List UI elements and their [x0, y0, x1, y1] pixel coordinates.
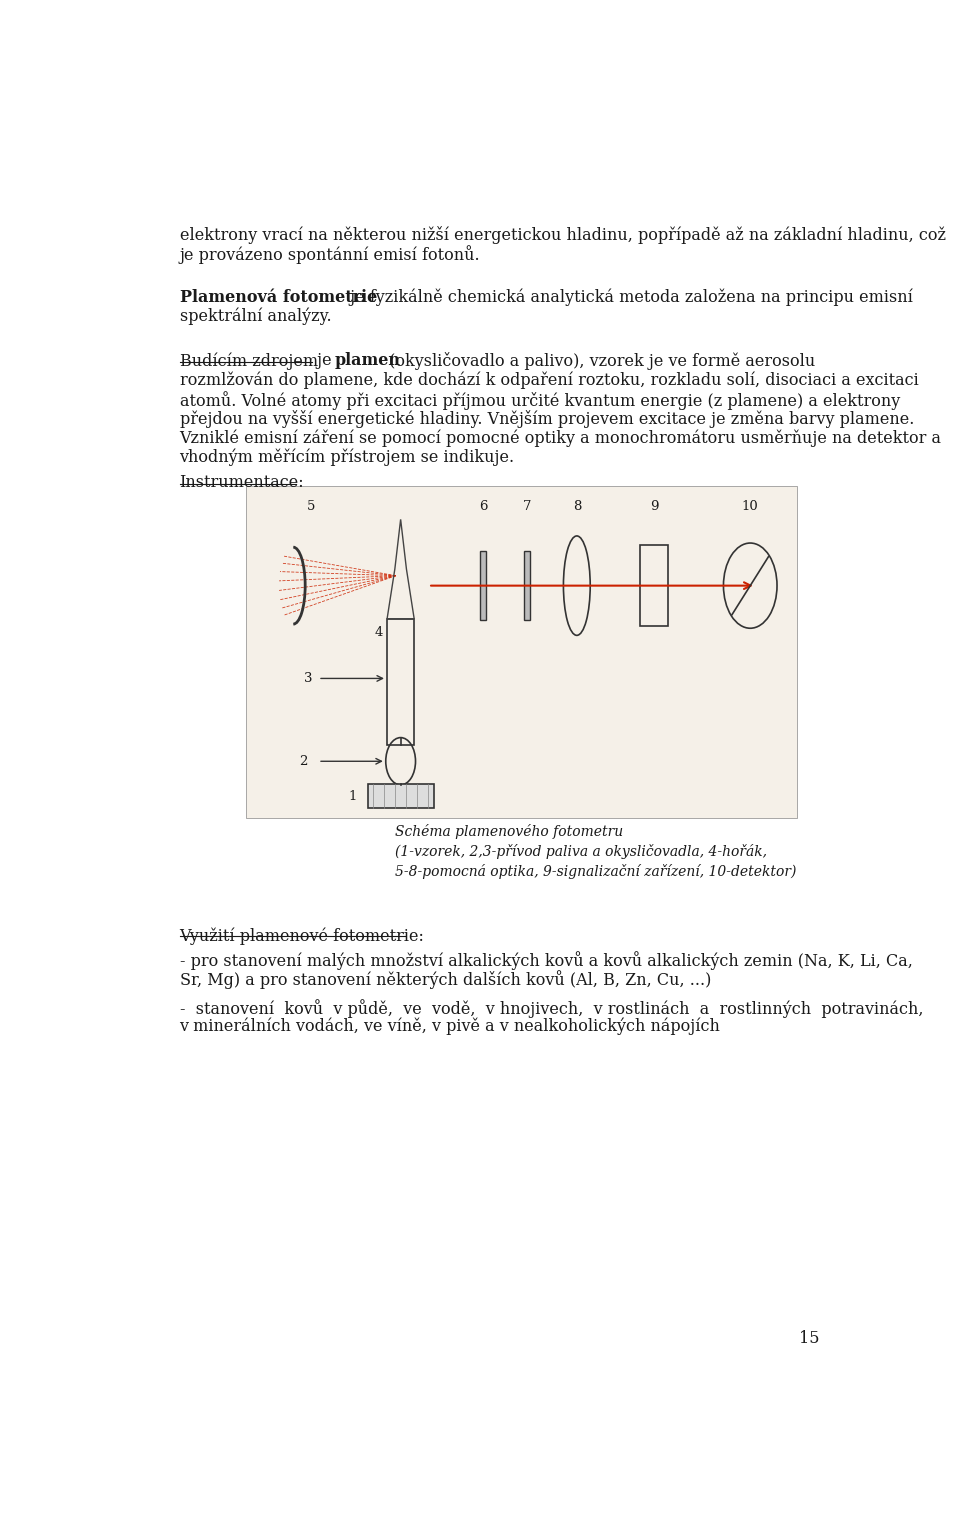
Text: spektrální analýzy.: spektrální analýzy.: [180, 307, 331, 324]
Text: rozmlžován do plamene, kde dochází k odpaření roztoku, rozkladu solí, disociaci : rozmlžován do plamene, kde dochází k odp…: [180, 372, 919, 389]
FancyBboxPatch shape: [247, 486, 797, 818]
Text: elektrony vrací na některou nižší energetickou hladinu, popřípadě až na základní: elektrony vrací na některou nižší energe…: [180, 226, 946, 244]
Bar: [387, 619, 415, 745]
Text: (okysličovadlo a palivo), vzorek je ve formě aerosolu: (okysličovadlo a palivo), vzorek je ve f…: [384, 352, 815, 370]
Text: (1-vzorek, 2,3-přívod paliva a okysličovadla, 4-hořák,: (1-vzorek, 2,3-přívod paliva a okysličov…: [396, 844, 767, 859]
Text: 1: 1: [348, 790, 356, 802]
Text: Sr, Mg) a pro stanovení některých dalších kovů (Al, B, Zn, Cu, ...): Sr, Mg) a pro stanovení některých dalšíc…: [180, 970, 711, 990]
Bar: [368, 784, 434, 807]
Text: přejdou na vyšší energetické hladiny. Vnějším projevem excitace je změna barvy p: přejdou na vyšší energetické hladiny. Vn…: [180, 410, 914, 429]
Text: 7: 7: [523, 500, 532, 513]
Text: 2: 2: [299, 755, 307, 768]
Text: 9: 9: [650, 500, 659, 513]
Text: vhodným měřícím přístrojem se indikuje.: vhodným měřícím přístrojem se indikuje.: [180, 449, 515, 466]
Text: 15: 15: [799, 1330, 820, 1346]
Text: Schéma plamenového fotometru: Schéma plamenového fotometru: [396, 824, 623, 839]
Text: Vzniklé emisní záření se pomocí pomocné optiky a monochromátoru usměrňuje na det: Vzniklé emisní záření se pomocí pomocné …: [180, 429, 942, 447]
Text: Budícím zdrojem: Budícím zdrojem: [180, 352, 318, 370]
Text: je provázeno spontánní emisí fotonů.: je provázeno spontánní emisí fotonů.: [180, 244, 480, 264]
Text: Instrumentace:: Instrumentace:: [180, 475, 304, 492]
Bar: [639, 546, 668, 626]
Text: 10: 10: [742, 500, 758, 513]
Bar: [480, 552, 486, 619]
Text: -  stanovení  kovů  v půdě,  ve  vodě,  v hnojivech,  v rostlinách  a  rostlinný: - stanovení kovů v půdě, ve vodě, v hnoj…: [180, 999, 923, 1017]
Text: je: je: [312, 352, 337, 369]
Text: 4: 4: [374, 626, 383, 638]
Text: je fyzikálně chemická analytická metoda založena na principu emisní: je fyzikálně chemická analytická metoda …: [345, 289, 913, 306]
Bar: [524, 552, 530, 619]
Text: 5-8-pomocná optika, 9-signalizační zařízení, 10-detektor): 5-8-pomocná optika, 9-signalizační zaříz…: [396, 864, 797, 879]
Text: Využití plamenové fotometrie:: Využití plamenové fotometrie:: [180, 928, 424, 945]
Text: - pro stanovení malých množství alkalických kovů a kovů alkalických zemin (Na, K: - pro stanovení malých množství alkalick…: [180, 951, 912, 970]
Text: v minerálních vodách, ve víně, v pivě a v nealkoholických nápojích: v minerálních vodách, ve víně, v pivě a …: [180, 1017, 720, 1034]
Text: 8: 8: [572, 500, 581, 513]
Text: Plamenová fotometrie: Plamenová fotometrie: [180, 289, 376, 306]
Text: atomů. Volné atomy při excitaci příjmou určité kvantum energie (z plamene) a ele: atomů. Volné atomy při excitaci příjmou …: [180, 392, 900, 410]
Text: 6: 6: [479, 500, 488, 513]
Text: 5: 5: [306, 500, 315, 513]
Text: plamen: plamen: [334, 352, 400, 369]
Text: 3: 3: [304, 672, 313, 686]
